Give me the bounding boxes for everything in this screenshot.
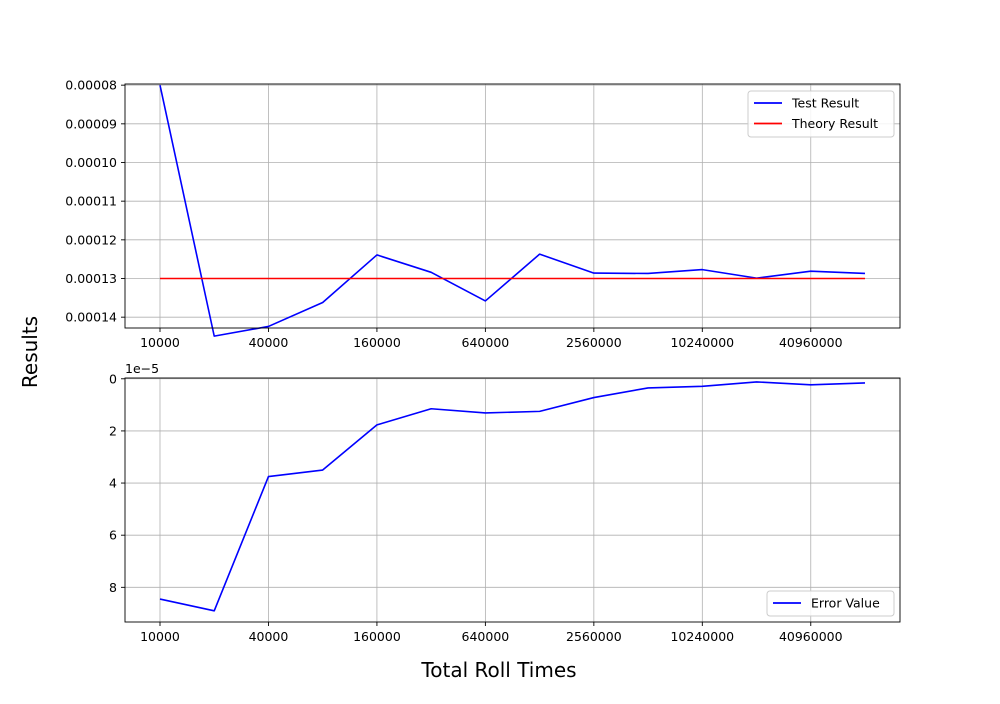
axes-frame	[124, 83, 901, 329]
y-tick-label: 0.00012	[65, 232, 117, 247]
y-offset-label: 1e−5	[125, 361, 159, 376]
legend-label: Test Result	[791, 96, 859, 111]
legend-label: Theory Result	[791, 116, 878, 131]
y-tick-label: 0	[109, 371, 117, 386]
x-tick-label: 10240000	[670, 629, 734, 644]
legend: Error Value	[766, 590, 895, 617]
top-panel: 10000 40000 160000 640000 2560000 10240000 409…	[65, 78, 901, 350]
y-tick-label: 0.00010	[65, 155, 117, 170]
x-tick-label: 2560000	[566, 335, 622, 350]
x-tick-label: 10000	[140, 335, 180, 350]
x-tick-label: 160000	[353, 629, 401, 644]
figure-xlabel: Total Roll Times	[420, 658, 576, 682]
y-tick-label: 0.00011	[65, 194, 117, 209]
figure-ylabel: Results	[18, 316, 42, 388]
x-tick-label: 640000	[462, 629, 510, 644]
series-line-error-value	[159, 381, 866, 612]
y-tick-label: 0.00009	[65, 116, 117, 131]
y-tick-label: 8	[109, 580, 117, 595]
legend-label: Error Value	[811, 596, 880, 611]
y-tick-label: 0.00014	[65, 310, 117, 325]
x-tick-label: 40960000	[779, 629, 843, 644]
legend: Test Result Theory Result	[747, 90, 895, 138]
x-tick-label: 160000	[353, 335, 401, 350]
x-tick-label: 40960000	[779, 335, 843, 350]
axes-frame	[124, 377, 901, 623]
x-tick-label: 10240000	[670, 335, 734, 350]
x-tick-label: 2560000	[566, 629, 622, 644]
x-tick-label: 40000	[249, 335, 289, 350]
y-tick-label: 0.00013	[65, 271, 117, 286]
bottom-panel: 10000 40000 160000 640000 2560000 10240000 409…	[109, 361, 901, 644]
y-tick-label: 4	[109, 476, 117, 491]
x-tick-label: 640000	[462, 335, 510, 350]
series-line-test-result	[159, 84, 866, 337]
grid	[125, 378, 900, 622]
y-tick-label: 2	[109, 423, 117, 438]
x-tick-label: 40000	[249, 629, 289, 644]
legend-box	[747, 90, 895, 138]
y-tick-label: 6	[109, 528, 117, 543]
x-tick-label: 10000	[140, 629, 180, 644]
y-tick-label: 0.00008	[65, 78, 117, 93]
legend-box	[766, 590, 895, 617]
